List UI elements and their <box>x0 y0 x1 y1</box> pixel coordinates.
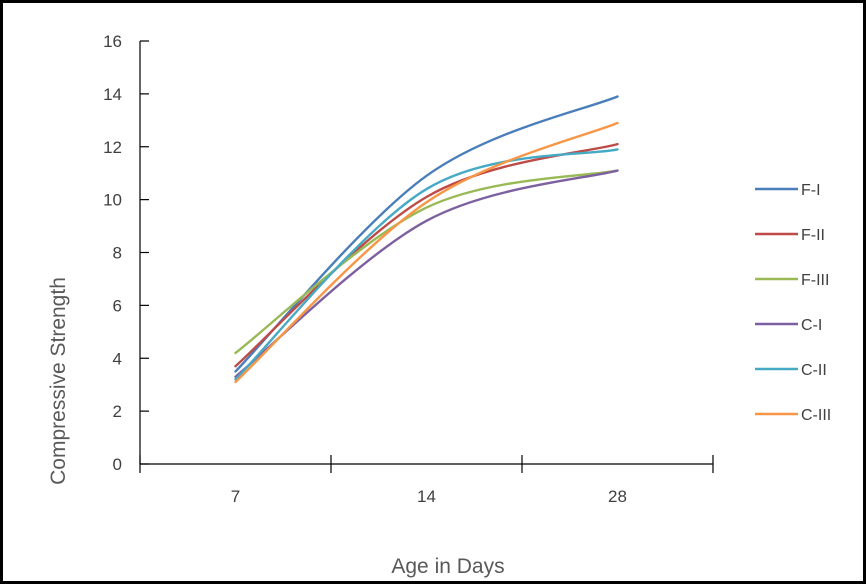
y-tick-label: 14 <box>103 85 122 104</box>
legend-label: C-II <box>801 362 827 379</box>
y-tick-label: 4 <box>113 349 122 368</box>
y-tick-label: 8 <box>113 244 122 263</box>
y-axis-ticks: 0 2 4 6 8 10 12 14 16 <box>103 32 149 474</box>
y-axis-title: Compressive Strength <box>47 277 70 485</box>
y-tick-label: 2 <box>113 402 122 421</box>
series-line-c-ii <box>234 148 619 381</box>
y-tick-label: 16 <box>103 32 122 51</box>
legend-label: F-I <box>801 182 821 199</box>
legend-label: C-I <box>801 317 822 334</box>
series-line-f-iii <box>234 169 619 355</box>
y-tick-label: 0 <box>113 455 122 474</box>
legend: F-I F-II F-III C-I C-II C-III <box>755 182 831 424</box>
x-tick-label: 14 <box>417 487 436 506</box>
x-axis-title: Age in Days <box>391 555 504 578</box>
legend-label: F-II <box>801 227 825 244</box>
line-chart: 0 2 4 6 8 10 12 14 16 7 14 28 F-I F-II F-III C-I C-II C… <box>47 32 831 578</box>
series-lines <box>234 95 619 384</box>
y-tick-label: 6 <box>113 296 122 315</box>
series-line-f-i <box>234 95 619 373</box>
x-tick-label: 28 <box>608 487 627 506</box>
legend-label: F-III <box>801 272 829 289</box>
axes <box>139 41 713 465</box>
series-line-c-iii <box>234 121 619 384</box>
y-tick-label: 12 <box>103 138 122 157</box>
legend-label: C-III <box>801 407 831 424</box>
y-tick-label: 10 <box>103 191 122 210</box>
x-axis-ticks: 7 14 28 <box>139 455 714 506</box>
x-tick-label: 7 <box>231 487 240 506</box>
